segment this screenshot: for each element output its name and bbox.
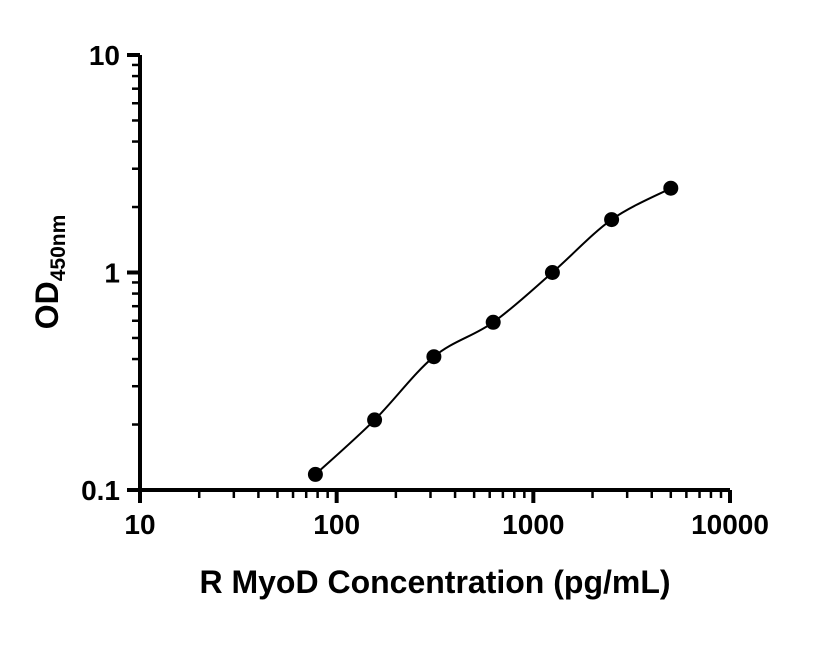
tick-labels-layer: 10 100 1000 10000 0.1 1 10 [81, 40, 769, 540]
y-axis-title: OD450nm [29, 215, 70, 330]
y-tick-label: 1 [104, 258, 120, 289]
x-axis-title: R MyoD Concentration (pg/mL) [199, 564, 670, 600]
x-tick-label: 10 [124, 509, 155, 540]
x-tick-label: 100 [313, 509, 360, 540]
series-layer [307, 180, 679, 482]
ticks-layer [127, 53, 732, 503]
y-tick-label: 10 [89, 40, 120, 71]
data-point [663, 180, 679, 196]
data-point [544, 265, 560, 280]
axes-layer [138, 55, 730, 492]
axis-spines [138, 55, 730, 492]
data-point [367, 412, 383, 428]
data-point [307, 466, 323, 482]
x-tick-label: 10000 [691, 509, 769, 540]
data-point [604, 212, 620, 228]
standard-curve-line [314, 187, 672, 476]
y-axis-title-subscript: 450nm [47, 215, 70, 282]
y-tick-label: 0.1 [81, 475, 120, 506]
data-point [426, 349, 442, 365]
data-point [485, 314, 501, 330]
x-tick-label: 1000 [502, 509, 564, 540]
y-axis-title-main: OD [29, 281, 65, 329]
